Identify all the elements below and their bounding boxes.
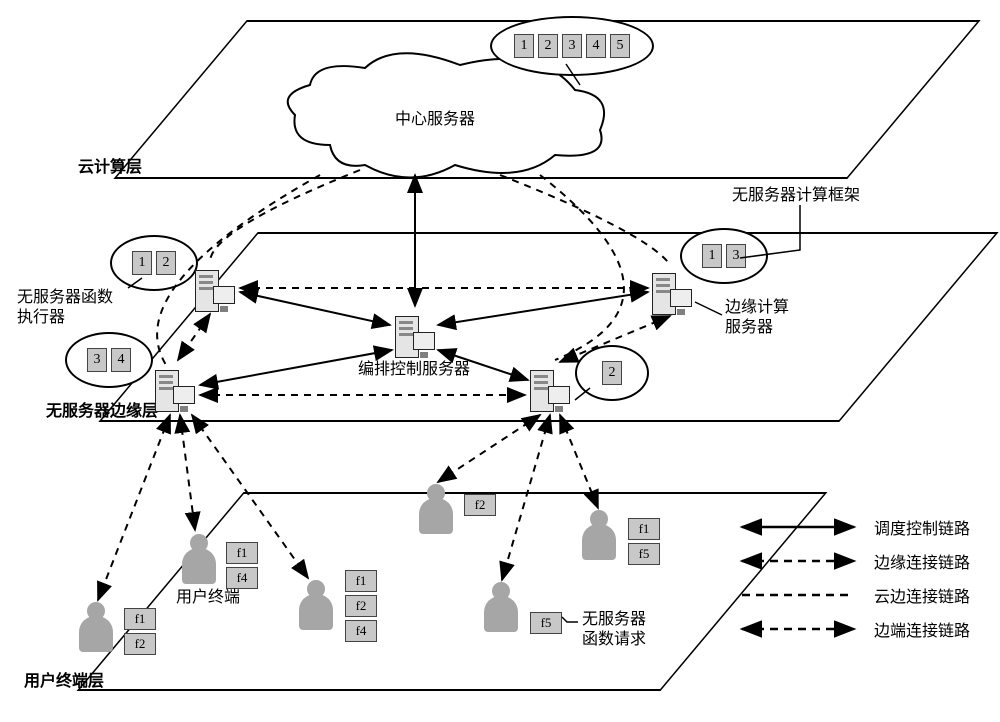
fn-1: 1 bbox=[514, 34, 534, 58]
server-e2 bbox=[155, 362, 195, 412]
legend-label-1: 调度控制链路 bbox=[874, 515, 970, 539]
legend-row-4: 边端连接链路 bbox=[738, 617, 970, 641]
legend: 调度控制链路 边缘连接链路 云边连接链路 边端连接链路 bbox=[738, 505, 970, 651]
fn-5: 5 bbox=[610, 34, 630, 58]
edge2-functions: 3 4 bbox=[65, 332, 153, 388]
user-u4 bbox=[415, 484, 457, 534]
legend-label-4: 边端连接链路 bbox=[874, 617, 970, 641]
fn-3: 3 bbox=[562, 34, 582, 58]
plane-cloud-label: 云计算层 bbox=[78, 153, 142, 177]
u5-requests: f5 bbox=[530, 612, 562, 634]
server-orchestrator bbox=[395, 308, 435, 358]
legend-line-solid bbox=[738, 515, 858, 539]
user-u2 bbox=[178, 534, 220, 584]
edge3-functions: 1 3 bbox=[680, 228, 768, 284]
server-e1 bbox=[195, 262, 235, 312]
orchestrator-label: 编排控制服务器 bbox=[358, 360, 470, 380]
e1-f2: 2 bbox=[156, 251, 176, 275]
serverless-request-label: 无服务器 函数请求 bbox=[582, 610, 646, 650]
u6-requests: f1 f5 bbox=[628, 518, 660, 565]
serverless-executor-label: 无服务器函数 执行器 bbox=[17, 288, 113, 328]
user-u1 bbox=[75, 602, 117, 652]
e1-f1: 1 bbox=[132, 251, 152, 275]
legend-line-dashed-arrows2 bbox=[738, 617, 858, 641]
user-u3 bbox=[295, 580, 337, 630]
edge1-functions: 1 2 bbox=[110, 235, 198, 291]
e2-f2: 4 bbox=[111, 348, 131, 372]
serverless-framework-label: 无服务器计算框架 bbox=[732, 186, 860, 206]
plane-edge-label: 无服务器边缘层 bbox=[46, 397, 158, 421]
legend-row-1: 调度控制链路 bbox=[738, 515, 970, 539]
central-server-label: 中心服务器 bbox=[395, 110, 475, 130]
legend-row-3: 云边连接链路 bbox=[738, 583, 970, 607]
legend-line-dashed bbox=[738, 583, 858, 607]
u2-requests: f1 f4 bbox=[226, 542, 258, 589]
legend-label-3: 云边连接链路 bbox=[874, 583, 970, 607]
fn-4: 4 bbox=[586, 34, 606, 58]
legend-row-2: 边缘连接链路 bbox=[738, 549, 970, 573]
u1-requests: f1 f2 bbox=[124, 608, 156, 655]
e3-f1: 1 bbox=[702, 244, 722, 268]
user-terminal-label: 用户终端 bbox=[176, 588, 240, 608]
edge-servers-label: 边缘计算 服务器 bbox=[725, 298, 789, 338]
server-e3 bbox=[652, 265, 692, 315]
e3-f2: 3 bbox=[726, 244, 746, 268]
central-server-functions: 1 2 3 4 5 bbox=[490, 16, 654, 76]
u3-requests: f1 f2 f4 bbox=[345, 570, 377, 642]
edge4-functions: 2 bbox=[575, 345, 649, 401]
u4-requests: f2 bbox=[464, 494, 496, 516]
user-u5 bbox=[480, 582, 522, 632]
e4-f1: 2 bbox=[602, 361, 622, 385]
diagram-stage: 云计算层 无服务器边缘层 用户终端层 中心服务器 1 2 3 4 5 无服务器计… bbox=[0, 0, 1000, 722]
legend-line-dashed-arrows bbox=[738, 549, 858, 573]
server-e4 bbox=[530, 362, 570, 412]
legend-label-2: 边缘连接链路 bbox=[874, 549, 970, 573]
user-u6 bbox=[578, 510, 620, 560]
fn-2: 2 bbox=[538, 34, 558, 58]
e2-f1: 3 bbox=[87, 348, 107, 372]
plane-terminal-label: 用户终端层 bbox=[24, 667, 104, 691]
